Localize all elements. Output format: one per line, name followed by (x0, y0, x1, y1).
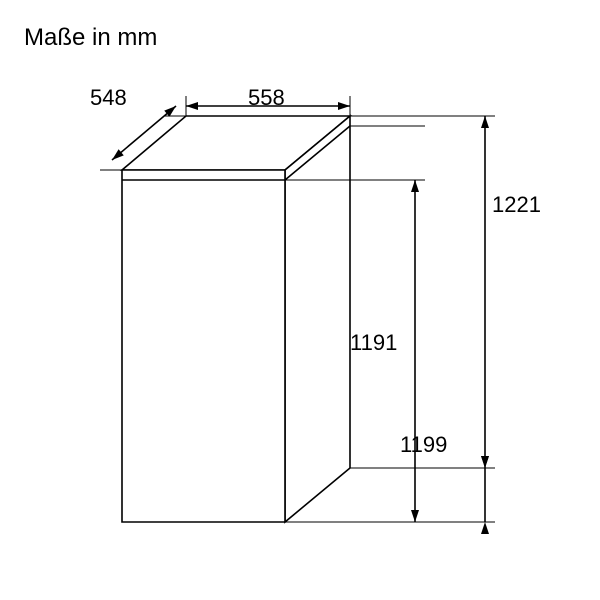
dim-558: 558 (248, 85, 285, 111)
dim-1199: 1199 (400, 432, 447, 458)
dim-548: 548 (90, 85, 127, 111)
dim-1191: 1191 (350, 330, 397, 356)
dim-1221: 1221 (492, 192, 541, 218)
